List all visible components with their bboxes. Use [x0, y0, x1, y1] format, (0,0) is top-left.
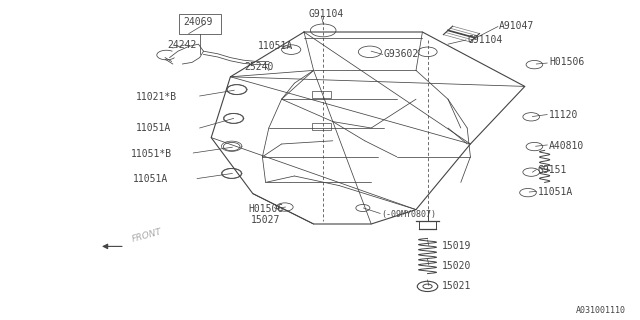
Text: G9151: G9151	[538, 165, 567, 175]
Text: 25240: 25240	[244, 62, 274, 72]
Text: 15020: 15020	[442, 260, 471, 271]
Text: 24242: 24242	[168, 40, 197, 50]
Text: 11051A: 11051A	[538, 187, 573, 197]
Text: 11051*B: 11051*B	[131, 148, 172, 159]
Bar	[312, 123, 331, 130]
Text: 11021*B: 11021*B	[136, 92, 177, 102]
Bar	[312, 91, 331, 98]
Text: G91104: G91104	[308, 9, 344, 20]
Text: A91047: A91047	[499, 20, 534, 31]
Text: 11120: 11120	[549, 110, 579, 120]
Text: H01506: H01506	[248, 204, 284, 214]
Text: G93602: G93602	[384, 49, 419, 60]
Text: (-09MY0807): (-09MY0807)	[381, 210, 436, 219]
Text: 11051A: 11051A	[133, 174, 168, 184]
Text: H01506: H01506	[549, 57, 584, 68]
Text: 15021: 15021	[442, 281, 471, 292]
Text: 11051A: 11051A	[136, 123, 171, 133]
Text: 11051A: 11051A	[257, 41, 293, 52]
Text: A031001110: A031001110	[576, 306, 626, 315]
Text: 15019: 15019	[442, 241, 471, 252]
Text: 15027: 15027	[251, 215, 280, 225]
Text: FRONT: FRONT	[131, 227, 163, 244]
Bar	[179, 14, 221, 34]
Text: G91104: G91104	[467, 35, 502, 45]
Text: 24069: 24069	[184, 17, 213, 28]
Text: A40810: A40810	[549, 140, 584, 151]
